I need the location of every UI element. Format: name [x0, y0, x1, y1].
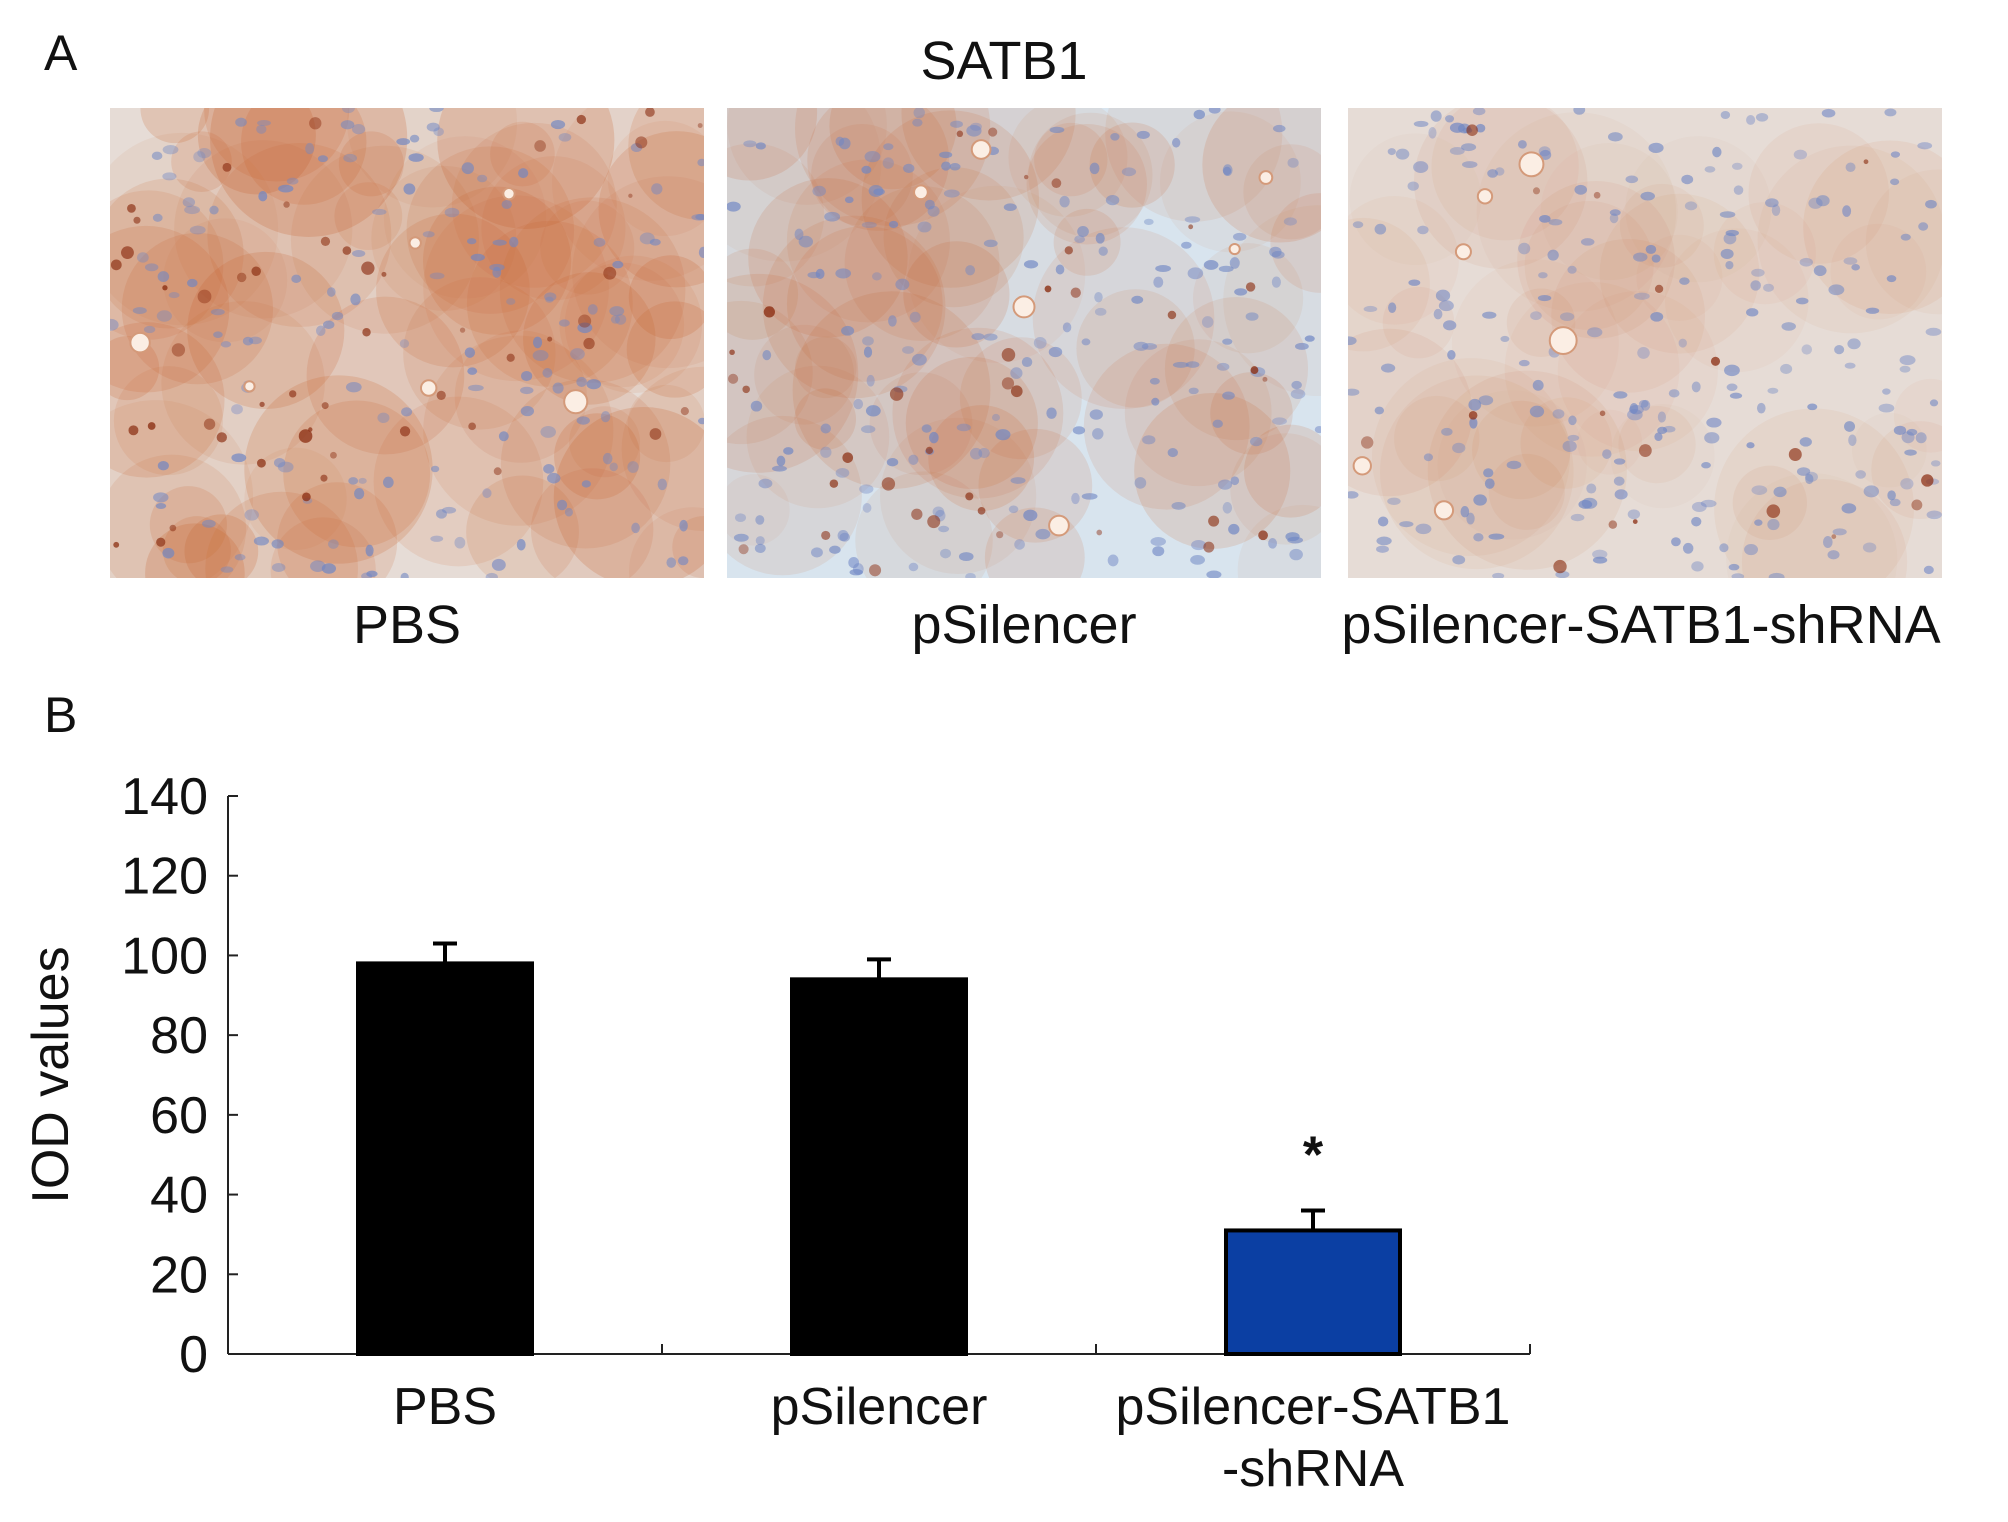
x-category-label: PBS	[393, 1378, 497, 1436]
y-tick-label: 40	[150, 1167, 208, 1225]
bar	[356, 961, 534, 1356]
panel-a-label: A	[44, 25, 78, 81]
micrograph-psilencer	[727, 108, 1321, 578]
panel-a-title: SATB1	[920, 31, 1088, 91]
bar	[790, 977, 968, 1356]
y-tick-label: 0	[179, 1326, 208, 1384]
y-tick-label: 100	[121, 927, 208, 985]
micrograph-caption-psilencer: pSilencer	[911, 595, 1137, 655]
bar	[1224, 1228, 1402, 1357]
micrograph-caption-psilencer-satb1-shrna: pSilencer-SATB1-shRNA	[1341, 595, 1941, 655]
y-tick-label: 20	[150, 1246, 208, 1304]
iod-bar-chart: 0 20 40 60 80 100 120 140 IOD values PBS pSilencer…	[22, 768, 1531, 1498]
micrograph-pbs	[110, 108, 704, 578]
y-axis-title: IOD values	[22, 946, 80, 1203]
micrograph-psilencer-satb1-shrna	[1348, 108, 1942, 578]
chart-labels: 0 20 40 60 80 100 120 140 IOD values PBS pSilencer…	[22, 768, 1510, 1498]
chart-bars	[356, 941, 1402, 1357]
x-category-label: pSilencer-SATB1	[1116, 1378, 1511, 1436]
y-tick-label: 120	[121, 848, 208, 906]
x-category-label: pSilencer	[771, 1378, 988, 1436]
panel-b-label: B	[44, 687, 78, 743]
x-category-label: -shRNA	[1222, 1440, 1404, 1498]
y-tick-label: 60	[150, 1087, 208, 1145]
significance-marker: *	[1303, 1127, 1324, 1185]
micrograph-caption-pbs: PBS	[352, 595, 462, 655]
y-tick-label: 80	[150, 1007, 208, 1065]
y-tick-label: 140	[121, 768, 208, 826]
